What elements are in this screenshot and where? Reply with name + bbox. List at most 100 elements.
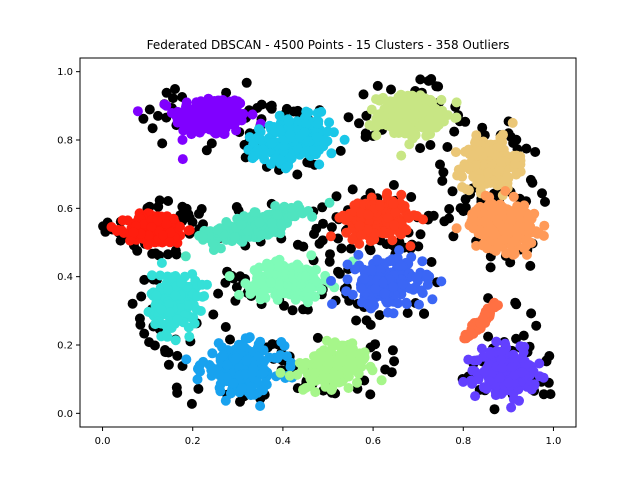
cluster-point xyxy=(172,117,183,128)
cluster-point xyxy=(294,131,305,142)
cluster-point xyxy=(389,220,400,231)
cluster-point xyxy=(228,378,238,389)
outlier-point xyxy=(426,74,437,84)
cluster-point xyxy=(224,271,235,282)
outlier-point xyxy=(347,184,358,195)
cluster-point xyxy=(256,230,267,241)
outlier-point xyxy=(265,101,276,112)
outlier-point xyxy=(317,202,328,213)
cluster-point xyxy=(528,366,539,377)
outlier-point xyxy=(172,350,183,361)
cluster-point xyxy=(402,97,412,108)
cluster-point xyxy=(248,363,259,374)
y-tick-label: 0.6 xyxy=(57,204,73,215)
outlier-point xyxy=(186,398,197,409)
cluster-point xyxy=(408,108,419,119)
cluster-point xyxy=(213,338,224,349)
cluster-point xyxy=(431,121,442,132)
cluster-13 xyxy=(181,332,298,411)
cluster-point xyxy=(467,212,478,223)
cluster-point xyxy=(362,224,373,235)
cluster-point xyxy=(164,307,175,318)
cluster-7 xyxy=(325,188,428,252)
cluster-point xyxy=(305,283,316,294)
cluster-point xyxy=(501,248,512,259)
x-tick-label: 0.0 xyxy=(95,436,111,447)
cluster-point xyxy=(236,115,247,126)
cluster-point xyxy=(316,349,327,360)
cluster-point xyxy=(306,250,317,261)
cluster-point xyxy=(388,198,399,209)
cluster-point xyxy=(324,117,335,128)
cluster-point xyxy=(411,272,422,283)
cluster-point xyxy=(229,232,240,243)
cluster-point xyxy=(486,302,497,313)
outlier-point xyxy=(153,110,163,121)
outlier-point xyxy=(325,249,335,260)
cluster-point xyxy=(310,291,321,302)
outlier-point xyxy=(220,322,231,332)
outlier-point xyxy=(538,389,549,400)
cluster-point xyxy=(420,93,431,104)
cluster-point xyxy=(517,352,528,363)
cluster-point xyxy=(275,154,286,165)
outlier-point xyxy=(331,191,342,202)
cluster-point xyxy=(207,348,218,359)
cluster-point xyxy=(287,210,298,221)
outlier-point xyxy=(374,310,385,321)
outlier-point xyxy=(336,243,347,254)
x-axis: 0.0 0.2 0.4 0.6 0.8 1.0 xyxy=(95,427,561,447)
cluster-point xyxy=(275,367,286,378)
cluster-point xyxy=(483,146,494,157)
outlier-point xyxy=(415,143,426,154)
cluster-point xyxy=(255,336,266,347)
cluster-point xyxy=(421,269,432,280)
cluster-point xyxy=(161,100,172,111)
cluster-point xyxy=(237,383,247,394)
outlier-point xyxy=(201,145,212,156)
cluster-point xyxy=(506,214,517,225)
cluster-point xyxy=(514,395,524,406)
cluster-point xyxy=(379,288,390,299)
cluster-point xyxy=(309,368,320,378)
outlier-point xyxy=(292,105,303,116)
cluster-point xyxy=(470,391,481,402)
cluster-point xyxy=(324,197,335,208)
cluster-point xyxy=(471,130,482,141)
cluster-point xyxy=(307,145,318,156)
cluster-point xyxy=(500,338,511,349)
cluster-point xyxy=(476,343,487,354)
outlier-point xyxy=(241,77,252,88)
cluster-point xyxy=(231,353,242,363)
x-tick-label: 0.6 xyxy=(365,436,381,447)
cluster-point xyxy=(155,270,166,281)
outlier-point xyxy=(449,126,460,137)
cluster-point xyxy=(470,137,480,148)
outlier-point xyxy=(518,330,529,341)
cluster-point xyxy=(387,235,398,246)
outlier-point xyxy=(206,138,217,149)
cluster-point xyxy=(234,370,245,381)
outlier-point xyxy=(419,308,429,319)
cluster-point xyxy=(156,304,167,315)
cluster-point xyxy=(343,383,354,393)
outlier-point xyxy=(406,192,417,202)
cluster-point xyxy=(147,270,157,281)
outlier-point xyxy=(447,186,458,197)
cluster-point xyxy=(354,220,365,231)
cluster-point xyxy=(189,318,200,329)
cluster-point xyxy=(258,385,268,396)
cluster-point xyxy=(180,251,191,262)
cluster-point xyxy=(417,288,428,299)
cluster-point xyxy=(483,167,494,178)
outlier-point xyxy=(302,304,313,315)
cluster-point xyxy=(347,234,358,245)
cluster-3 xyxy=(364,89,462,161)
outlier-point xyxy=(256,99,267,110)
outlier-point xyxy=(540,196,550,207)
outlier-point xyxy=(444,204,455,214)
cluster-point xyxy=(491,336,502,347)
cluster-point xyxy=(502,171,513,182)
outlier-point xyxy=(138,113,149,124)
cluster-point xyxy=(410,282,421,293)
